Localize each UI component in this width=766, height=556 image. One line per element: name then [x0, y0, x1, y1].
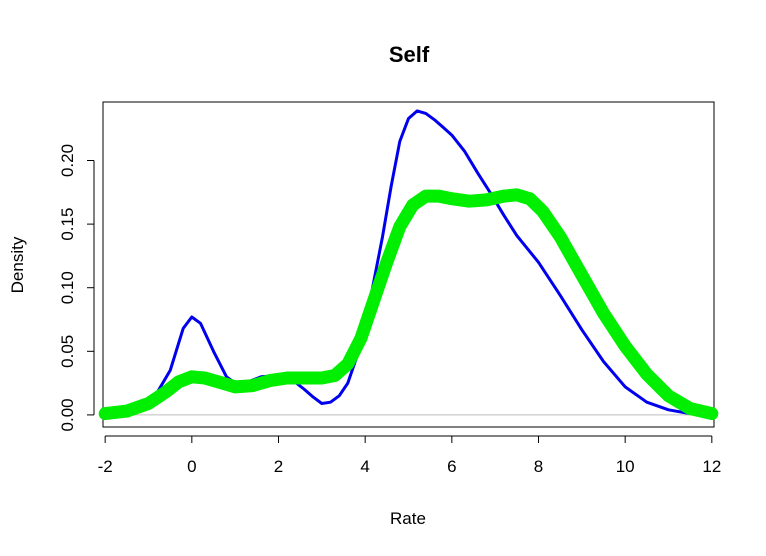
x-axis-label: Rate	[390, 509, 426, 528]
x-tick-label: 12	[702, 457, 721, 476]
y-tick-label: 0.00	[58, 398, 77, 431]
y-tick-label: 0.05	[58, 335, 77, 368]
y-axis-label: Density	[8, 236, 27, 293]
density-line-2	[98, 188, 719, 421]
x-tick-label: -2	[98, 457, 113, 476]
x-axis: -2 0 2 4 6 8 10 12	[98, 435, 721, 476]
density-line-1	[103, 109, 714, 417]
plot-box	[102, 101, 715, 428]
chart-title: Self	[389, 42, 430, 67]
y-tick-label: 0.10	[58, 271, 77, 304]
y-tick-label: 0.15	[58, 208, 77, 241]
x-tick-label: 8	[534, 457, 543, 476]
y-axis: 0.00 0.05 0.10 0.15 0.20	[58, 144, 95, 431]
x-tick-label: 2	[274, 457, 283, 476]
series-layer	[98, 109, 719, 421]
x-tick-label: 10	[616, 457, 635, 476]
x-tick-label: 0	[187, 457, 196, 476]
y-tick-label: 0.20	[58, 144, 77, 177]
x-tick-label: 4	[360, 457, 369, 476]
x-tick-label: 6	[447, 457, 456, 476]
